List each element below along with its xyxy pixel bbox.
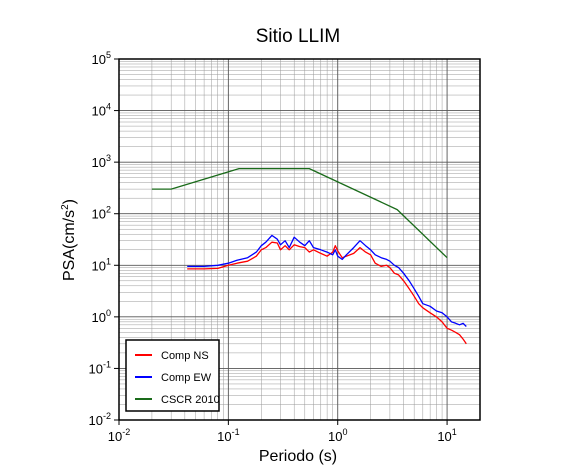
y-tick-exp: 0	[106, 308, 111, 318]
y-tick-label: 103	[92, 153, 111, 170]
chart-title: Sitio LLIM	[256, 26, 340, 47]
x-tick-base: 10	[217, 429, 231, 444]
y-tick-label: 100	[92, 308, 111, 325]
y-tick-label: 102	[92, 205, 111, 222]
y-tick-base: 10	[92, 52, 106, 67]
y-tick-base: 10	[92, 310, 106, 325]
y-tick-exp: 2	[106, 205, 111, 215]
y-tick-label: 10-2	[89, 411, 111, 428]
y-axis-label-sup: 2	[60, 204, 71, 210]
x-tick-exp: 1	[452, 427, 457, 437]
legend: Comp NS Comp EW CSCR 2010	[125, 339, 220, 412]
y-tick-base: 10	[92, 155, 106, 170]
x-tick-base: 10	[437, 429, 451, 444]
y-tick-label: 104	[92, 102, 111, 119]
series-line-2	[151, 167, 448, 259]
x-tick-label: 100	[328, 427, 347, 444]
y-tick-base: 10	[92, 207, 106, 222]
series-line-1	[187, 234, 467, 327]
legend-label-0: Comp NS	[161, 350, 209, 362]
x-tick-exp: -2	[122, 427, 130, 437]
legend-label-1: Comp EW	[161, 372, 212, 384]
y-tick-label: 101	[92, 256, 111, 273]
plot-frame	[118, 58, 481, 421]
y-tick-label: 105	[92, 50, 111, 67]
x-axis-label: Periodo (s)	[259, 448, 337, 465]
y-tick-exp: -1	[103, 359, 111, 369]
y-tick-exp: 3	[106, 153, 111, 163]
series-line-0	[187, 241, 467, 345]
series-layer	[151, 167, 467, 345]
y-tick-base: 10	[89, 361, 103, 376]
grid-minor	[119, 59, 481, 420]
x-tick-label: 10-2	[108, 427, 130, 444]
y-tick-exp: 4	[106, 102, 111, 112]
y-axis-label-base: PSA(cm/s	[61, 210, 78, 281]
x-tick-label: 101	[437, 427, 456, 444]
y-axis-label-close: )	[61, 199, 78, 204]
y-tick-base: 10	[89, 413, 103, 428]
x-tick-base: 10	[328, 429, 342, 444]
legend-label-2: CSCR 2010	[161, 394, 220, 406]
y-axis-label: PSA(cm/s2)	[60, 199, 78, 281]
x-axis-ticks: 10-2 10-1 100 101	[108, 420, 457, 444]
y-tick-base: 10	[92, 104, 106, 119]
y-tick-exp: 5	[106, 50, 111, 60]
y-tick-exp: 1	[106, 256, 111, 266]
x-tick-exp: -1	[232, 427, 240, 437]
x-tick-exp: 0	[342, 427, 347, 437]
y-tick-exp: -2	[103, 411, 111, 421]
x-tick-base: 10	[108, 429, 122, 444]
y-tick-base: 10	[92, 258, 106, 273]
x-tick-label: 10-1	[217, 427, 239, 444]
y-tick-label: 10-1	[89, 359, 111, 376]
